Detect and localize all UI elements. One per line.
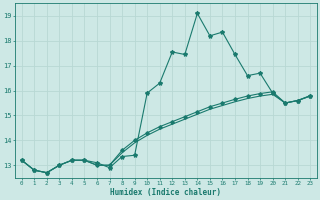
X-axis label: Humidex (Indice chaleur): Humidex (Indice chaleur): [110, 188, 221, 197]
